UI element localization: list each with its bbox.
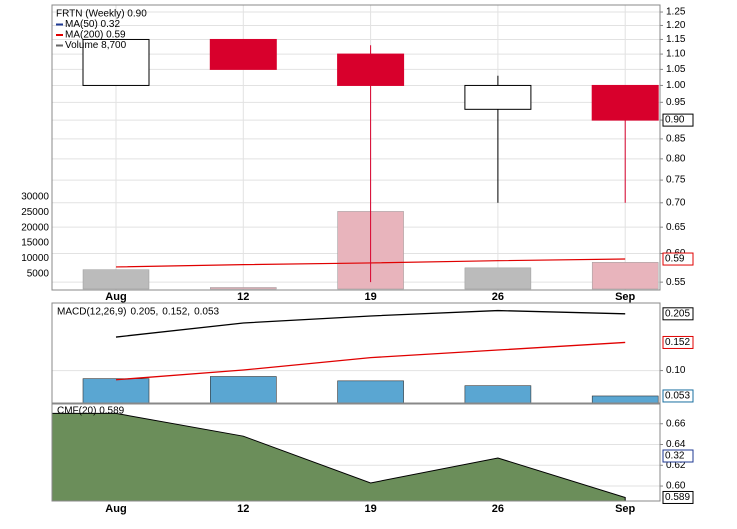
- value-label: 0.589: [665, 492, 690, 503]
- volume-bar: [210, 287, 277, 290]
- histogram-bar: [210, 376, 277, 403]
- annotation-box: [662, 449, 694, 463]
- x-tick-label: 26: [492, 291, 504, 303]
- y-tick-label: 0.66: [666, 418, 686, 429]
- legend-entry: FRTN (Weekly) 0.90: [56, 9, 147, 20]
- x-tick-label: Aug: [105, 291, 126, 303]
- legend-entry: MA(50) 0.32: [65, 19, 120, 30]
- legend-entry: 0.205,: [130, 307, 158, 318]
- y-tick-label: 0.75: [666, 175, 686, 186]
- legend-swatch: [56, 34, 63, 36]
- value-label-box: [662, 307, 694, 321]
- value-label: 0.90: [665, 115, 685, 126]
- value-label: 0.59: [665, 254, 685, 265]
- y-tick-label: 1.05: [666, 64, 686, 75]
- volume-bar: [82, 269, 150, 290]
- value-label: 0.205: [665, 308, 690, 319]
- x-tick-label: 26: [492, 503, 504, 515]
- y-tick-label: 0.85: [666, 134, 686, 145]
- legend-entry: MACD(12,26,9): [57, 307, 126, 318]
- value-label: 0.053: [665, 391, 690, 402]
- y-tick-label: 0.80: [666, 153, 686, 164]
- legend-entry: CMF(20) 0.589: [57, 406, 125, 417]
- legend-entry: 0.053: [194, 307, 219, 318]
- macd-line: [115, 309, 626, 338]
- value-label-box: [662, 490, 694, 504]
- y-tick-label: 1.25: [666, 7, 686, 18]
- value-label-box: [662, 335, 694, 349]
- y2-tick-label: 5000: [27, 268, 50, 279]
- x-tick-label: Sep: [615, 291, 635, 303]
- y-tick-label: 0.62: [666, 460, 686, 471]
- histogram-bar: [82, 378, 150, 403]
- plot: [82, 309, 659, 403]
- y2-tick-label: 10000: [21, 253, 49, 264]
- x-tick-label: Aug: [105, 503, 126, 515]
- value-label-box: [662, 113, 694, 127]
- y2-tick-label: 25000: [21, 207, 49, 218]
- histogram-bar: [464, 385, 532, 403]
- panel-frame: [51, 302, 661, 404]
- legend-swatch: [56, 44, 63, 47]
- y-tick-label: 0.70: [666, 197, 686, 208]
- macd-line: [115, 341, 626, 381]
- x-tick-label: 12: [237, 291, 249, 303]
- candle-body: [591, 84, 659, 121]
- y-tick-label: 0.10: [666, 365, 686, 376]
- y-tick-label: 1.15: [666, 34, 686, 45]
- volume-bar: [591, 262, 659, 290]
- y-tick-label: 0.55: [666, 277, 686, 288]
- annotation: 0.32: [665, 451, 685, 462]
- legend-swatch: [56, 23, 63, 26]
- legend-entry: MA(200) 0.59: [65, 30, 126, 41]
- candle-body: [82, 38, 150, 86]
- histogram-bar: [591, 395, 659, 403]
- candle-body: [464, 84, 532, 110]
- cmf-area: [52, 412, 626, 501]
- plot: [52, 412, 626, 501]
- y-tick-label: 1.00: [666, 80, 686, 91]
- candle-body: [337, 53, 405, 86]
- volume-bar: [464, 267, 532, 290]
- y-tick-label: 0.65: [666, 222, 686, 233]
- y2-tick-label: 15000: [21, 238, 49, 249]
- y-tick-label: 0.60: [666, 481, 686, 492]
- panel-frame: [51, 4, 661, 291]
- value-label: 0.152: [665, 337, 690, 348]
- candle-body: [209, 38, 277, 70]
- y-tick-label: 1.20: [666, 20, 686, 31]
- y-tick-label: 1.10: [666, 49, 686, 60]
- y2-tick-label: 30000: [21, 192, 49, 203]
- y-tick-label: 0.95: [666, 97, 686, 108]
- x-tick-label: 12: [237, 503, 249, 515]
- panel-frame: [51, 403, 661, 502]
- legend-entry: Volume 8,700: [65, 40, 127, 51]
- plot: [82, 38, 659, 290]
- x-tick-label: 19: [364, 291, 376, 303]
- y-tick-label: 0.64: [666, 439, 686, 450]
- x-tick-label: Sep: [615, 503, 635, 515]
- legend-entry: 0.152,: [162, 307, 190, 318]
- x-tick-label: 19: [364, 503, 376, 515]
- y2-tick-label: 20000: [21, 222, 49, 233]
- value-label-box: [662, 389, 694, 403]
- value-label-box: [662, 252, 694, 266]
